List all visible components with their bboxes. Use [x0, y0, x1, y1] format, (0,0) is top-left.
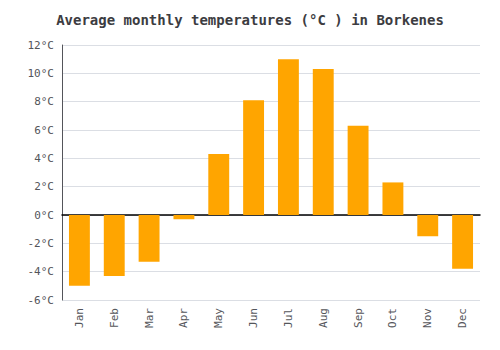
svg-text:Oct: Oct [386, 308, 399, 328]
svg-text:-2°C: -2°C [28, 237, 55, 250]
svg-text:6°C: 6°C [34, 124, 54, 137]
svg-text:2°C: 2°C [34, 180, 54, 193]
svg-text:0°C: 0°C [34, 209, 54, 222]
svg-text:Feb: Feb [108, 308, 121, 328]
svg-text:Apr: Apr [177, 308, 190, 328]
svg-text:Mar: Mar [143, 308, 156, 328]
svg-text:-6°C: -6°C [28, 294, 55, 307]
svg-text:-4°C: -4°C [28, 265, 55, 278]
svg-text:10°C: 10°C [28, 67, 55, 80]
svg-text:May: May [212, 308, 225, 328]
svg-text:Jun: Jun [247, 308, 260, 328]
svg-text:4°C: 4°C [34, 152, 54, 165]
svg-text:8°C: 8°C [34, 95, 54, 108]
svg-text:Aug: Aug [317, 308, 330, 328]
svg-text:Jan: Jan [73, 308, 86, 328]
svg-text:Dec: Dec [456, 308, 469, 328]
svg-text:12°C: 12°C [28, 39, 55, 52]
svg-text:Jul: Jul [282, 308, 295, 328]
svg-text:Sep: Sep [352, 308, 365, 328]
svg-text:Average monthly temperatures (: Average monthly temperatures (°C ) in Bo… [56, 12, 444, 28]
svg-text:Nov: Nov [421, 308, 434, 328]
